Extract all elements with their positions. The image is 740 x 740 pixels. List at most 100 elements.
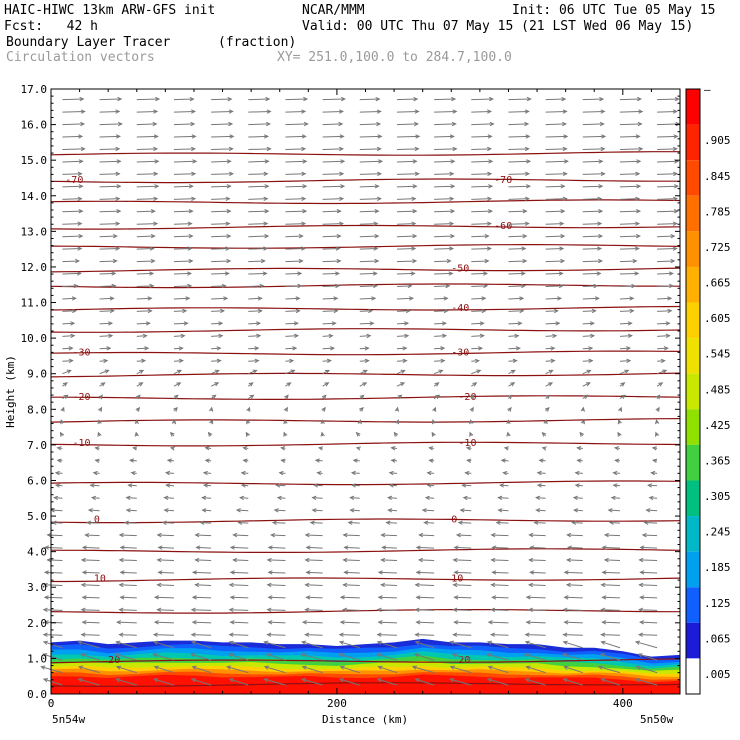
vector-arrowhead bbox=[153, 678, 159, 683]
vector-arrowhead bbox=[104, 369, 110, 374]
wind-vector bbox=[62, 110, 85, 113]
wind-vector bbox=[285, 160, 307, 163]
wind-vector bbox=[582, 185, 603, 188]
vector-arrowhead bbox=[77, 640, 83, 645]
wind-vector bbox=[62, 272, 81, 275]
wind-vector bbox=[359, 322, 374, 325]
vector-arrowhead bbox=[53, 495, 59, 501]
wind-vector bbox=[462, 484, 472, 487]
wind-vector bbox=[173, 185, 193, 188]
wind-vector bbox=[582, 160, 603, 163]
wind-vector bbox=[434, 110, 457, 113]
vector-arrowhead bbox=[411, 665, 418, 670]
vector-arrowhead bbox=[118, 557, 124, 563]
vector-arrowhead bbox=[452, 109, 458, 114]
wind-vector bbox=[99, 173, 120, 175]
wind-vector bbox=[572, 522, 583, 524]
wind-vector bbox=[248, 322, 260, 325]
wind-vector bbox=[582, 148, 605, 150]
wind-vector bbox=[136, 247, 154, 250]
wind-vector bbox=[359, 369, 368, 375]
vector-arrowhead bbox=[314, 458, 320, 463]
vector-arrowhead bbox=[352, 458, 358, 463]
vector-arrowhead bbox=[178, 346, 184, 351]
wind-vector bbox=[454, 621, 472, 624]
vector-arrowhead bbox=[421, 508, 427, 513]
wind-vector bbox=[525, 653, 546, 661]
wind-vector bbox=[619, 322, 632, 325]
wind-vector bbox=[116, 678, 137, 686]
wind-vector bbox=[419, 559, 435, 562]
vector-arrowhead bbox=[453, 620, 459, 625]
wind-vector bbox=[450, 641, 472, 649]
wind-vector bbox=[434, 235, 454, 238]
vector-arrowhead bbox=[560, 184, 566, 189]
y-tick-label: 5.0 bbox=[27, 510, 47, 523]
vector-arrowhead bbox=[490, 532, 496, 538]
vector-arrowhead bbox=[228, 109, 234, 114]
wind-vector bbox=[166, 484, 174, 487]
vector-arrowhead bbox=[413, 96, 419, 102]
wind-vector bbox=[582, 369, 591, 375]
wind-vector bbox=[619, 310, 634, 312]
wind-vector bbox=[45, 571, 63, 574]
wind-vector bbox=[508, 198, 529, 200]
wind-vector bbox=[640, 596, 658, 599]
vector-arrowhead bbox=[147, 308, 153, 314]
wind-vector bbox=[396, 98, 418, 101]
vector-arrowhead bbox=[76, 271, 82, 276]
wind-vector bbox=[285, 335, 298, 337]
contour-label: -50 bbox=[451, 264, 469, 275]
wind-vector bbox=[277, 497, 286, 499]
wind-vector bbox=[322, 148, 343, 150]
wind-vector bbox=[157, 559, 174, 562]
wind-vector bbox=[601, 641, 621, 649]
colorbar-swatch bbox=[686, 266, 700, 303]
wind-vector bbox=[43, 641, 63, 649]
vector-arrowhead bbox=[600, 632, 606, 637]
wind-vector bbox=[88, 509, 100, 512]
vector-arrowhead bbox=[376, 678, 382, 683]
wind-vector bbox=[508, 185, 530, 188]
wind-vector bbox=[238, 522, 249, 524]
wind-vector bbox=[396, 235, 417, 238]
wind-vector bbox=[434, 198, 454, 200]
vector-arrowhead bbox=[141, 358, 147, 364]
vector-arrowhead bbox=[572, 495, 578, 501]
wind-vector bbox=[136, 297, 152, 300]
wind-vector bbox=[525, 634, 546, 636]
vector-arrowhead bbox=[377, 134, 383, 139]
vector-arrowhead bbox=[665, 333, 671, 339]
wind-vector bbox=[508, 260, 527, 263]
contour-line bbox=[50, 267, 681, 273]
vector-arrowhead bbox=[452, 607, 458, 613]
vector-arrowhead bbox=[42, 582, 48, 588]
vector-arrowhead bbox=[538, 458, 544, 463]
wind-vector bbox=[116, 641, 137, 649]
vector-arrowhead bbox=[598, 258, 604, 264]
wind-vector bbox=[322, 322, 336, 325]
vector-arrowhead bbox=[263, 221, 269, 226]
wind-vector bbox=[229, 678, 249, 686]
vector-arrowhead bbox=[449, 171, 455, 177]
wind-vector bbox=[62, 185, 83, 188]
vector-arrowhead bbox=[77, 196, 83, 201]
wind-vector bbox=[158, 546, 174, 549]
wind-vector bbox=[639, 584, 658, 586]
vector-arrowhead bbox=[169, 446, 176, 451]
vector-arrowhead bbox=[246, 406, 251, 412]
vector-arrowhead bbox=[157, 545, 163, 550]
vector-arrowhead bbox=[42, 653, 48, 658]
vector-arrowhead bbox=[362, 369, 368, 374]
wind-vector bbox=[582, 310, 596, 312]
vector-arrowhead bbox=[487, 109, 493, 114]
vector-arrowhead bbox=[190, 632, 196, 637]
wind-vector bbox=[471, 369, 481, 375]
vector-arrowhead bbox=[643, 520, 649, 525]
vector-arrowhead bbox=[576, 458, 582, 463]
wind-vector bbox=[136, 173, 158, 175]
x-tick-label: 200 bbox=[327, 697, 347, 710]
vector-arrowhead bbox=[118, 532, 124, 538]
vector-arrowhead bbox=[246, 419, 251, 425]
vector-arrowhead bbox=[237, 520, 243, 525]
